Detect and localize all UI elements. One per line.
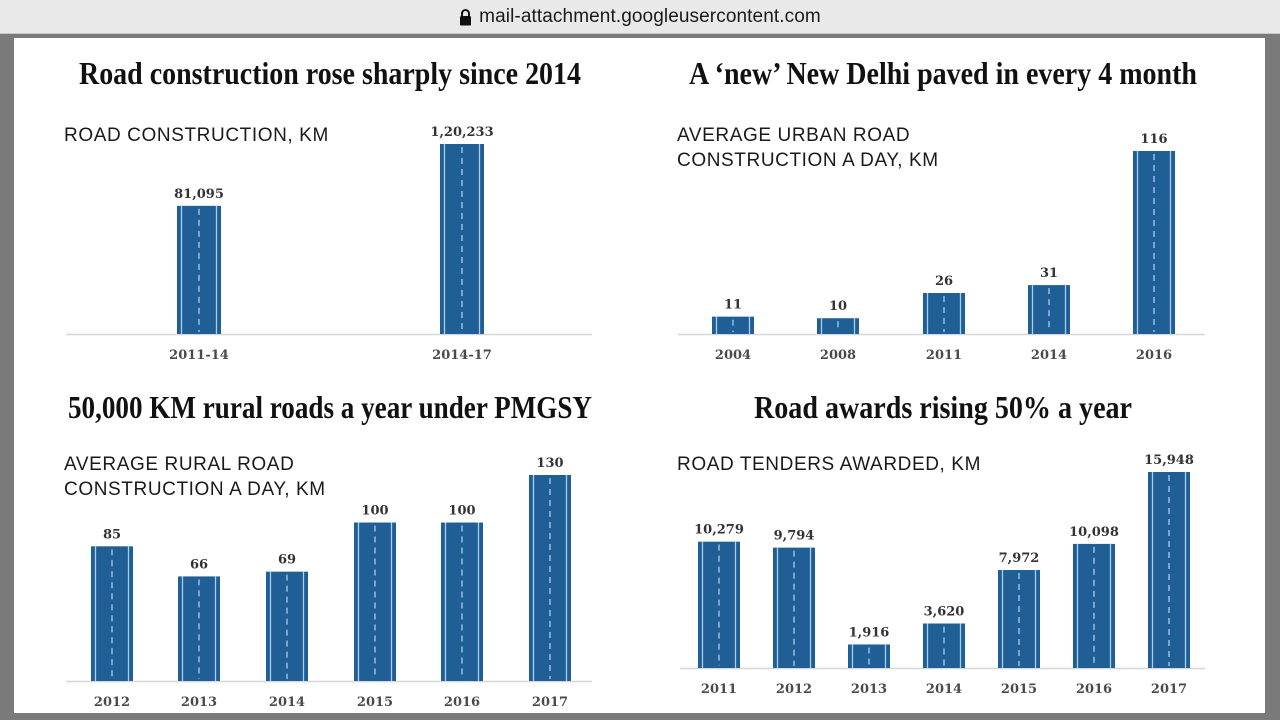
lock-icon — [460, 9, 472, 26]
url-text: mail-attachment.googleusercontent.com — [479, 5, 821, 27]
content-frame — [14, 38, 1265, 713]
browser-address-bar[interactable]: mail-attachment.googleusercontent.com — [0, 0, 1280, 34]
